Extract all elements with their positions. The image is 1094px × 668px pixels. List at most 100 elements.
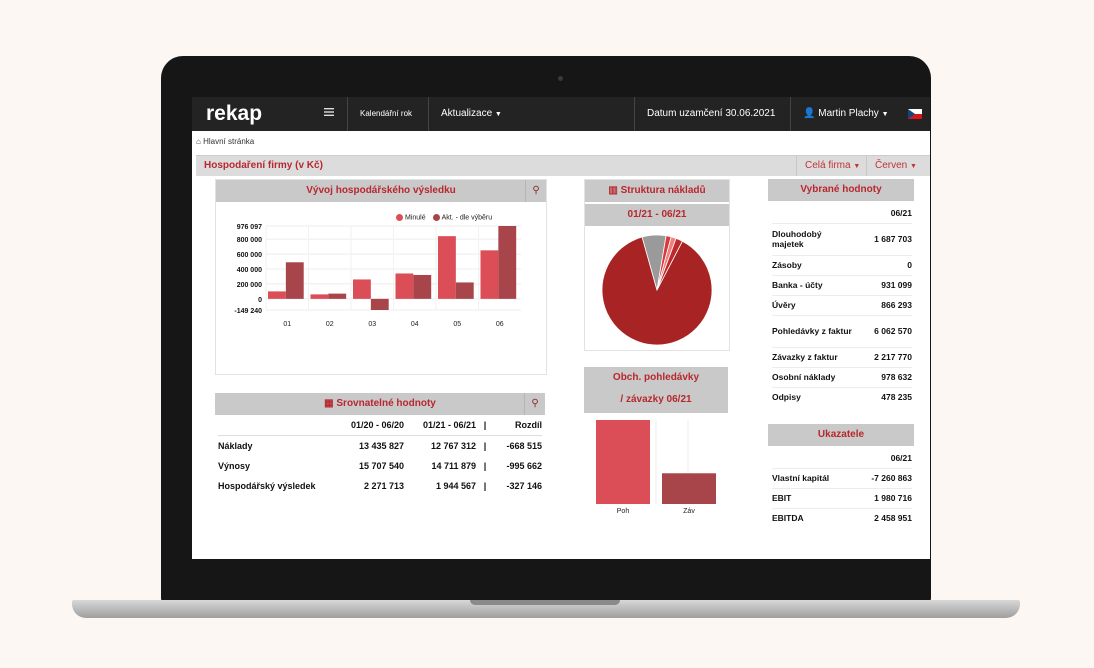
comparable-title-text: Srovnatelné hodnoty: [336, 398, 436, 409]
bar: [498, 226, 517, 299]
row-value: 931 099: [881, 280, 912, 290]
period-row: 06/21: [772, 203, 912, 223]
cost-structure-title: ▥ Struktura nákladů: [585, 180, 729, 202]
company-select[interactable]: Celá firma ▼: [796, 156, 868, 176]
comparable-panel: ▦ Srovnatelné hodnoty ⚲ 01/20 - 06/20 01…: [215, 393, 545, 497]
laptop-base: [72, 600, 1020, 618]
indicators-table: 06/21 Vlastní kapitál -7 260 863 EBIT 1 98…: [772, 448, 912, 528]
table-row: Odpisy 478 235: [772, 387, 912, 407]
bar: [395, 273, 414, 299]
row-sep: |: [483, 461, 487, 471]
y-tick-label: 400 000: [237, 267, 262, 274]
row-diff: -327 146: [506, 481, 542, 491]
y-tick-label: 976 097: [237, 224, 262, 231]
col-sep: |: [483, 420, 487, 430]
bar: [370, 298, 389, 310]
user-menu[interactable]: 👤 Martin Plachy ▼: [790, 97, 903, 131]
update-label: Aktualizace: [441, 108, 493, 119]
col-2021: 01/21 - 06/21: [422, 420, 476, 430]
chevron-down-icon: ▼: [853, 163, 861, 170]
row-value: 978 632: [881, 372, 912, 382]
chevron-down-icon: ▼: [910, 163, 917, 170]
table-row: Závazky z faktur 2 217 770: [772, 347, 912, 367]
row-diff: -995 662: [506, 461, 542, 471]
calendar-year-button[interactable]: Kalendářní rok: [347, 97, 430, 131]
y-tick-label: 600 000: [237, 252, 262, 259]
update-menu[interactable]: Aktualizace ▼: [428, 97, 502, 131]
selected-values-title: Vybrané hodnoty: [768, 179, 914, 201]
bar: [328, 293, 347, 299]
y-tick-label: 0: [258, 297, 262, 304]
table-row: Výnosy 15 707 540 14 711 879 | -995 662: [218, 456, 542, 476]
x-tick-label: 02: [326, 321, 334, 328]
row-v1: 13 435 827: [358, 441, 404, 451]
x-tick-label: Poh: [617, 508, 630, 515]
month-select-value: Červen: [875, 160, 908, 171]
legend-cur-swatch: [432, 214, 440, 221]
period-label: 06/21: [890, 207, 912, 218]
row-label: Vlastní kapitál: [772, 473, 830, 483]
table-row: EBITDA 2 458 951: [772, 508, 912, 528]
app-logo[interactable]: rekap: [206, 102, 263, 125]
x-tick-label: 05: [453, 321, 461, 328]
hamburger-icon[interactable]: [324, 106, 338, 120]
bar: [268, 291, 286, 299]
row-v2: 1 944 567: [435, 481, 476, 491]
laptop-notch: [470, 600, 620, 605]
bar: [310, 294, 329, 299]
table-row: Zásoby 0: [772, 255, 912, 275]
selected-values-panel: Vybrané hodnoty 06/21 Dlouhodobý majetek…: [768, 179, 914, 409]
receivables-title-line2: / závazky 06/21: [620, 394, 692, 405]
app-screen: rekap Kalendářní rok Aktualizace ▼ Datum…: [192, 97, 930, 559]
table-row: Vlastní kapitál -7 260 863: [772, 468, 912, 488]
period-empty: [772, 203, 852, 223]
x-tick-label: 01: [283, 321, 291, 328]
bar: [662, 473, 716, 504]
search-icon[interactable]: ⚲: [525, 180, 546, 202]
row-sep: |: [483, 481, 487, 491]
x-tick-label: 03: [368, 321, 376, 328]
month-select[interactable]: Červen ▼: [866, 156, 925, 176]
breadcrumb-home[interactable]: Hlavní stránka: [203, 137, 255, 146]
indicators-title: Ukazatele: [768, 424, 914, 446]
bar: [353, 279, 371, 299]
table-row: Náklady 13 435 827 12 767 312 | -668 515: [218, 436, 542, 457]
table-row: Osobní náklady 978 632: [772, 367, 912, 387]
section-title: Hospodaření firmy (v Kč): [204, 160, 323, 171]
y-tick-label: -149 240: [234, 308, 262, 315]
caret-down-icon: ▼: [494, 111, 502, 118]
row-label: Pohledávky z faktur: [772, 326, 852, 336]
user-icon: 👤: [803, 108, 816, 119]
period-row: 06/21: [772, 448, 912, 468]
search-icon[interactable]: ⚲: [524, 393, 545, 415]
table-row: Banka - účty 931 099: [772, 275, 912, 295]
row-label: EBITDA: [772, 513, 804, 524]
receivables-title-line1: Obch. pohledávky: [612, 372, 700, 383]
row-label: Úvěry: [772, 300, 796, 310]
result-chart-title: Vývoj hospodářského výsledku: [216, 180, 546, 202]
result-bar-chart: 976 097 800 000 600 000 400 000 200 000 0 -149…: [234, 224, 521, 328]
camera: [558, 76, 563, 81]
calendar-icon: ▦: [324, 398, 334, 409]
row-value: 1 687 703: [874, 234, 912, 244]
x-tick-label: 06: [496, 321, 504, 328]
comparable-table: 01/20 - 06/20 01/21 - 06/21 | Rozdíl Nák…: [218, 415, 542, 496]
lock-date: Datum uzamčení 30.06.2021: [634, 97, 797, 131]
bar: [413, 274, 432, 299]
row-label: Banka - účty: [772, 280, 823, 290]
table-row: Hospodářský výsledek 2 271 713 1 944 567 | -…: [218, 476, 542, 496]
breadcrumb: ⌂ Hlavní stránka: [196, 137, 254, 146]
x-tick-label: 04: [411, 321, 419, 328]
pie-slice: [656, 237, 683, 291]
row-value: 1 980 716: [874, 493, 912, 503]
row-label: Výnosy: [218, 461, 251, 471]
row-value: 6 062 570: [874, 326, 912, 336]
row-value: 2 217 770: [874, 352, 912, 362]
row-label: Závazky z faktur: [772, 352, 838, 362]
result-chart-panel: Vývoj hospodářského výsledku ⚲ Minulé Ak…: [215, 179, 547, 375]
period-label: 06/21: [890, 452, 912, 463]
home-icon[interactable]: ⌂: [196, 137, 201, 146]
czech-flag-icon[interactable]: [908, 109, 922, 119]
receivables-bar-chart: Poh Záv: [596, 420, 716, 515]
table-row: EBIT 1 980 716: [772, 488, 912, 508]
